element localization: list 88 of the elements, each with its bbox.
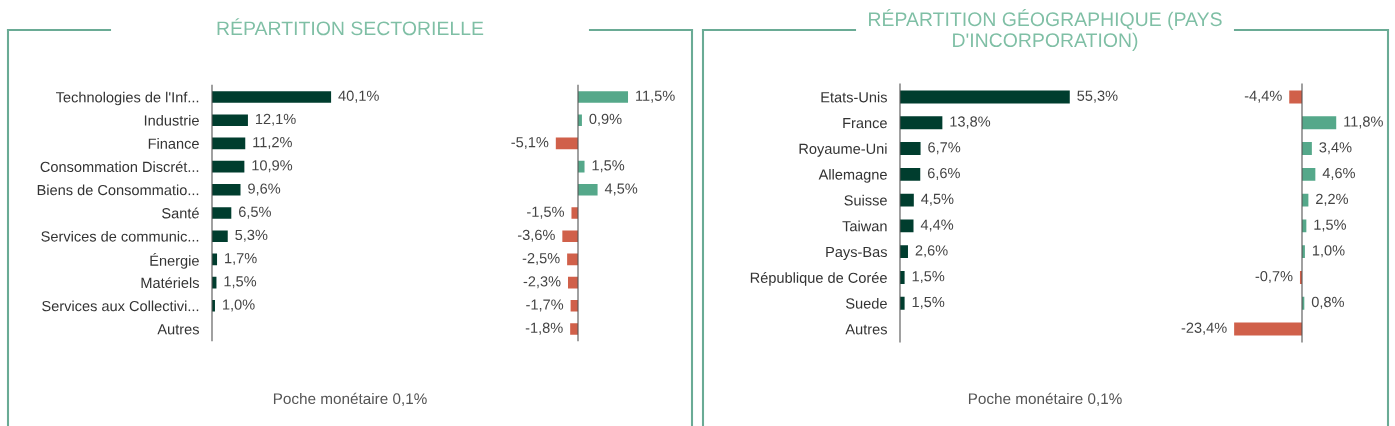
data-label: 12,1% (255, 113, 296, 126)
y-tick-label: Services aux Collectivi... (42, 300, 199, 312)
y-tick-label: Pays-Bas (826, 246, 887, 260)
data-label: 10,9% (252, 160, 293, 173)
chart-title: RÉPARTITION GÉOGRAPHIQUE (PAYS D'INCORPORATION) (869, 9, 1222, 51)
data-label: 3,4% (1319, 142, 1352, 155)
bar (1302, 116, 1337, 130)
data-label: 40,1% (338, 90, 379, 103)
bar (571, 207, 578, 219)
bar (900, 193, 914, 207)
y-tick-label: Technologies de l'Inf... (56, 91, 199, 106)
data-label: -2,5% (522, 252, 560, 266)
data-label: -1,5% (527, 206, 565, 219)
bar (555, 137, 578, 150)
data-label: 9,6% (248, 183, 281, 196)
data-label: -1,8% (525, 322, 563, 335)
data-label: -2,3% (523, 276, 561, 289)
data-label: 11,8% (1344, 116, 1383, 129)
data-label: 4,4% (920, 219, 954, 232)
bar (578, 184, 598, 196)
bar (570, 323, 578, 335)
y-tick-label: Autres (157, 324, 199, 335)
y-tick-label: Consommation Discrét... (40, 161, 199, 173)
data-label: -5,1% (511, 137, 549, 150)
data-label: 6,5% (238, 206, 271, 219)
y-tick-label: Taiwan (842, 220, 887, 232)
data-label: 4,5% (921, 193, 954, 206)
data-label: -0,7% (1255, 271, 1293, 284)
y-tick-label: Suisse (844, 194, 887, 206)
bar (1302, 167, 1316, 181)
bar (900, 142, 921, 155)
data-label: 1,0% (223, 299, 255, 312)
data-label: 6,7% (928, 142, 961, 155)
data-label: -23,4% (1181, 322, 1227, 335)
bar (1302, 142, 1312, 155)
y-tick-label: Matériels (141, 277, 199, 289)
bar (900, 219, 914, 233)
data-label: 4,5% (604, 183, 638, 196)
text: Poche monétaire 0,1% (273, 392, 427, 406)
data-label: 1,7% (225, 253, 257, 266)
bar (212, 207, 232, 219)
data-label: 11,2% (253, 136, 292, 150)
data-label: 6,6% (927, 167, 960, 180)
data-label: 0,8% (1311, 296, 1344, 309)
text: Poche monétaire 0,1% (968, 392, 1122, 406)
data-label: 1,5% (912, 296, 945, 309)
bar (212, 230, 228, 242)
y-tick-label: Industrie (144, 114, 199, 126)
chart-title: RÉPARTITION SECTORIELLE (217, 18, 484, 36)
y-tick-label: Services de communic... (41, 230, 199, 242)
y-tick-label: Santé (162, 207, 199, 219)
bar (212, 137, 246, 150)
data-label: 11,5% (636, 90, 675, 103)
data-label: -4,4% (1244, 90, 1282, 103)
y-tick-label: Autres (845, 324, 887, 335)
bar (578, 91, 629, 103)
bar (900, 116, 943, 130)
data-label: 55,3% (1077, 90, 1118, 103)
y-tick-label: Royaume-Uni (799, 143, 887, 157)
data-label: 5,3% (235, 229, 268, 242)
y-tick-label: Biens de Consommatio... (37, 184, 199, 196)
data-label: 1,5% (1314, 219, 1347, 232)
data-label: 1,5% (224, 276, 257, 289)
data-label: 0,9% (589, 113, 622, 126)
bar (900, 90, 1070, 104)
data-label: 1,0% (1312, 245, 1345, 258)
data-label: -3,6% (517, 229, 555, 242)
bar (1234, 322, 1302, 336)
data-label: 1,5% (912, 271, 945, 284)
y-tick-label: Finance (148, 138, 199, 149)
data-label: 2,2% (1316, 193, 1349, 206)
bar (212, 91, 332, 103)
y-tick-label: France (843, 118, 887, 129)
bar (212, 114, 248, 126)
data-label: 2,6% (915, 245, 948, 258)
data-label: 13,8% (950, 116, 991, 129)
y-tick-label: République de Corée (750, 272, 887, 286)
y-tick-label: Allemagne (818, 169, 887, 183)
y-tick-label: Énergie (150, 253, 199, 269)
data-label: 4,6% (1322, 167, 1356, 180)
data-label: -1,7% (526, 299, 564, 312)
bar (562, 230, 578, 242)
bar (212, 160, 245, 173)
y-tick-label: Suede (846, 297, 887, 309)
data-label: 1,5% (592, 160, 625, 173)
bar (212, 184, 241, 196)
y-tick-label: Etats-Unis (821, 91, 887, 103)
bar (900, 167, 921, 181)
